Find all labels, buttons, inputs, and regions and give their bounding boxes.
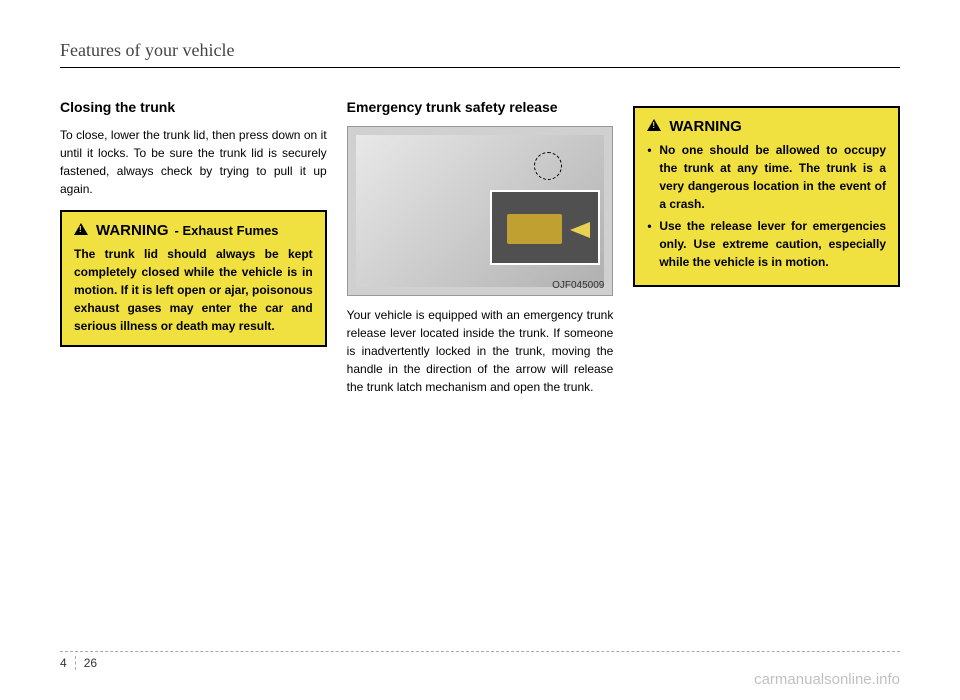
release-handle-icon xyxy=(507,214,562,244)
emergency-release-body: Your vehicle is equipped with an emergen… xyxy=(347,306,614,396)
closing-trunk-title: Closing the trunk xyxy=(60,98,327,116)
warning-list: No one should be allowed to occupy the t… xyxy=(647,141,886,271)
header-title: Features of your vehicle xyxy=(60,40,900,61)
warning-item: No one should be allowed to occupy the t… xyxy=(647,141,886,213)
trunk-release-figure: OJF045009 xyxy=(347,126,614,296)
figure-caption: OJF045009 xyxy=(552,280,604,291)
warning-item: Use the release lever for emergencies on… xyxy=(647,217,886,271)
column-3: WARNING No one should be allowed to occu… xyxy=(633,98,900,408)
closing-trunk-body: To close, lower the trunk lid, then pres… xyxy=(60,126,327,198)
manual-page: Features of your vehicle Closing the tru… xyxy=(0,0,960,700)
warning-subtitle: - Exhaust Fumes xyxy=(175,223,279,238)
warning-triangle-icon xyxy=(74,223,88,235)
warning-label-2: WARNING xyxy=(669,118,742,135)
figure-inset xyxy=(490,190,600,265)
emergency-release-title: Emergency trunk safety release xyxy=(347,98,614,116)
warning-exhaust-text: The trunk lid should always be kept comp… xyxy=(74,245,313,335)
page-number: 26 xyxy=(84,656,97,670)
content-columns: Closing the trunk To close, lower the tr… xyxy=(60,98,900,408)
warning-header-2: WARNING xyxy=(647,118,886,135)
column-1: Closing the trunk To close, lower the tr… xyxy=(60,98,327,408)
warning-exhaust-fumes: WARNING - Exhaust Fumes The trunk lid sh… xyxy=(60,210,327,347)
chapter-number: 4 xyxy=(60,656,76,670)
warning-label: WARNING xyxy=(96,222,169,239)
page-header: Features of your vehicle xyxy=(60,40,900,68)
page-footer: 4 26 xyxy=(60,651,900,670)
column-2: Emergency trunk safety release OJF045009… xyxy=(347,98,614,408)
warning-triangle-icon xyxy=(647,119,661,131)
watermark: carmanualsonline.info xyxy=(754,671,900,688)
direction-arrow-icon xyxy=(570,222,590,238)
warning-header: WARNING - Exhaust Fumes xyxy=(74,222,313,239)
warning-trunk-occupancy: WARNING No one should be allowed to occu… xyxy=(633,106,900,287)
